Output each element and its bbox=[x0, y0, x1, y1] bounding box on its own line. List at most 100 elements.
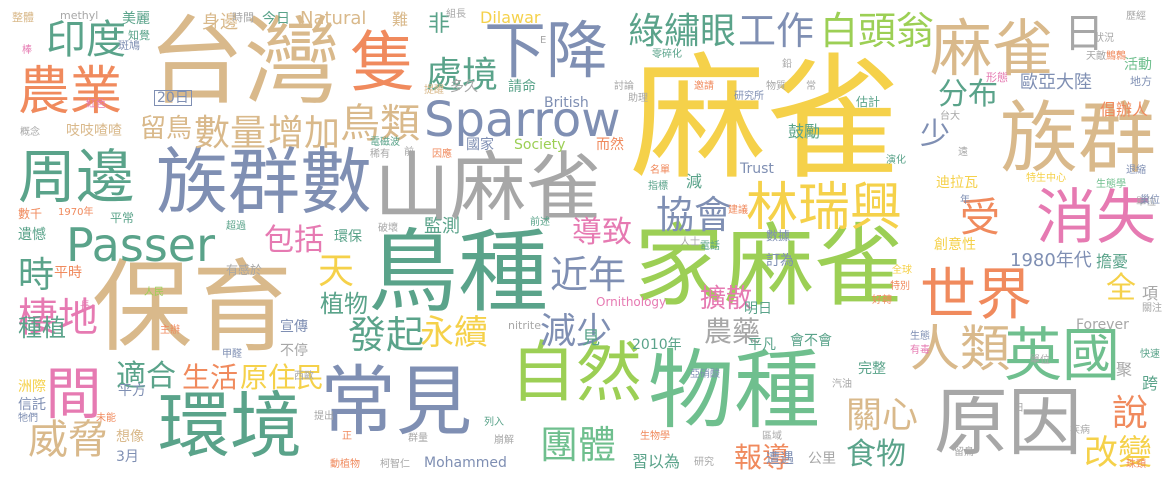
word-20日: 20日 bbox=[154, 90, 192, 106]
word-斑鳩: 斑鳩 bbox=[118, 39, 140, 52]
word-dilawar: Dilawar bbox=[480, 8, 541, 27]
word-亞硝酸: 亞硝酸 bbox=[690, 369, 720, 380]
word-時: 時 bbox=[18, 255, 55, 296]
word-難: 難 bbox=[392, 10, 409, 29]
word-1980年代: 1980年代 bbox=[1010, 250, 1092, 271]
word-增加: 增加 bbox=[268, 113, 341, 154]
word-棲地: 棲地 bbox=[18, 295, 98, 341]
word-監測: 監測 bbox=[424, 216, 460, 237]
word-吱吱喳喳: 吱吱喳喳 bbox=[66, 123, 122, 139]
word-遠: 遠 bbox=[958, 147, 968, 158]
word-明日: 明日 bbox=[744, 301, 772, 317]
word-數據: 數據 bbox=[766, 229, 791, 243]
word-訂為: 訂為 bbox=[766, 253, 794, 269]
word-分布: 分布 bbox=[938, 77, 998, 112]
word-疾病: 疾病 bbox=[1070, 425, 1090, 436]
word-團體: 團體 bbox=[540, 423, 617, 467]
word-工作: 工作 bbox=[738, 9, 815, 53]
word-指標: 指標 bbox=[648, 181, 668, 192]
word-報導: 報導 bbox=[734, 441, 791, 474]
word-山麻雀: 山麻雀 bbox=[374, 143, 602, 232]
word-數千: 數千 bbox=[18, 207, 43, 221]
word-有毒: 有毒 bbox=[910, 345, 930, 356]
word-威脅: 威脅 bbox=[28, 417, 108, 463]
word-美麗: 美麗 bbox=[122, 11, 150, 27]
word-物種: 物種 bbox=[648, 341, 820, 441]
word-ornithology: Ornithology bbox=[596, 295, 667, 309]
word-改變: 改變 bbox=[1084, 433, 1152, 473]
word-主辦: 主辦 bbox=[160, 325, 180, 336]
word-特生中心: 特生中心 bbox=[1026, 173, 1066, 184]
word-環境: 環境 bbox=[158, 384, 303, 468]
word-綠繡眼: 綠繡眼 bbox=[628, 11, 737, 52]
word-生物學: 生物學 bbox=[640, 431, 670, 442]
word-methyl: methyl bbox=[60, 9, 99, 22]
word-留鳥: 留鳥 bbox=[140, 114, 193, 144]
word-聚: 聚 bbox=[1116, 360, 1133, 379]
word-退縮: 退縮 bbox=[1126, 165, 1146, 176]
word-常見: 常見 bbox=[320, 357, 472, 446]
word-稀有: 稀有 bbox=[370, 149, 390, 160]
word-減: 減 bbox=[686, 172, 703, 191]
word-英國: 英國 bbox=[1004, 321, 1121, 389]
word-長: 長 bbox=[80, 301, 90, 312]
word-整體: 整體 bbox=[12, 11, 34, 24]
word-群量: 群量 bbox=[408, 433, 428, 444]
word-植物: 植物 bbox=[320, 290, 368, 318]
word-passer: Passer bbox=[66, 218, 216, 272]
word-受: 受 bbox=[960, 195, 1000, 241]
word-發起: 發起 bbox=[348, 313, 425, 357]
word-身邊: 身邊 bbox=[202, 12, 238, 33]
word-快速: 快速 bbox=[1140, 349, 1160, 360]
word-請命: 請命 bbox=[508, 79, 536, 95]
word-列入: 列入 bbox=[484, 417, 504, 428]
word-電話: 電話 bbox=[700, 241, 720, 252]
word-3月: 3月 bbox=[116, 449, 139, 465]
word-包括: 包括 bbox=[264, 223, 324, 258]
word-種植: 種植 bbox=[18, 314, 66, 342]
word-mohammed: Mohammed bbox=[424, 455, 507, 471]
word-數量: 數量 bbox=[194, 113, 267, 154]
word-時間: 時間 bbox=[232, 11, 254, 24]
word-超過: 超過 bbox=[226, 221, 246, 232]
word-說: 說 bbox=[1112, 393, 1149, 434]
word-生態學: 生態學 bbox=[1096, 179, 1126, 190]
word-平凡: 平凡 bbox=[748, 337, 776, 353]
word-正: 正 bbox=[342, 431, 352, 442]
word-棒: 棒 bbox=[22, 45, 32, 56]
word-非: 非 bbox=[428, 12, 451, 37]
word-破壞: 破壞 bbox=[378, 223, 398, 234]
word-家麻雀: 家麻雀 bbox=[634, 214, 904, 319]
word-倡辦人: 倡辦人 bbox=[1100, 100, 1149, 119]
word-處境: 處境 bbox=[426, 55, 499, 96]
word-台大: 台大 bbox=[940, 111, 960, 122]
word-電磁波: 電磁波 bbox=[370, 137, 400, 148]
word-間: 間 bbox=[36, 364, 101, 420]
word-麻雀: 麻雀 bbox=[630, 41, 902, 199]
word-1970年: 1970年 bbox=[58, 207, 94, 218]
word-生活: 生活 bbox=[182, 361, 239, 394]
word-平方: 平方 bbox=[118, 383, 146, 399]
word-好轉: 好轉 bbox=[872, 295, 892, 306]
word-見: 見 bbox=[582, 328, 600, 349]
word-甲醛: 甲醛 bbox=[222, 349, 242, 360]
word-因應: 因應 bbox=[432, 149, 452, 160]
word-活動: 活動 bbox=[1124, 57, 1152, 73]
word-年: 年 bbox=[960, 195, 970, 206]
word-估計: 估計 bbox=[856, 95, 881, 109]
word-sparrow: Sparrow bbox=[424, 92, 621, 148]
word-關心: 關心 bbox=[846, 395, 919, 436]
word-世界: 世界 bbox=[920, 263, 1032, 328]
word-平時: 平時 bbox=[54, 265, 82, 281]
word-關注: 關注 bbox=[1142, 303, 1162, 314]
word-周邊: 周邊 bbox=[18, 143, 135, 211]
word-鉛: 鉛 bbox=[782, 59, 792, 70]
word-完整: 完整 bbox=[858, 361, 886, 377]
word-保育: 保育 bbox=[92, 249, 292, 366]
word-日: 日 bbox=[1064, 11, 1104, 57]
word-白頭翁: 白頭翁 bbox=[820, 9, 935, 53]
word-崩解: 崩解 bbox=[494, 435, 514, 446]
word-常: 常 bbox=[806, 81, 816, 92]
word-林瑞興: 林瑞興 bbox=[746, 178, 903, 238]
